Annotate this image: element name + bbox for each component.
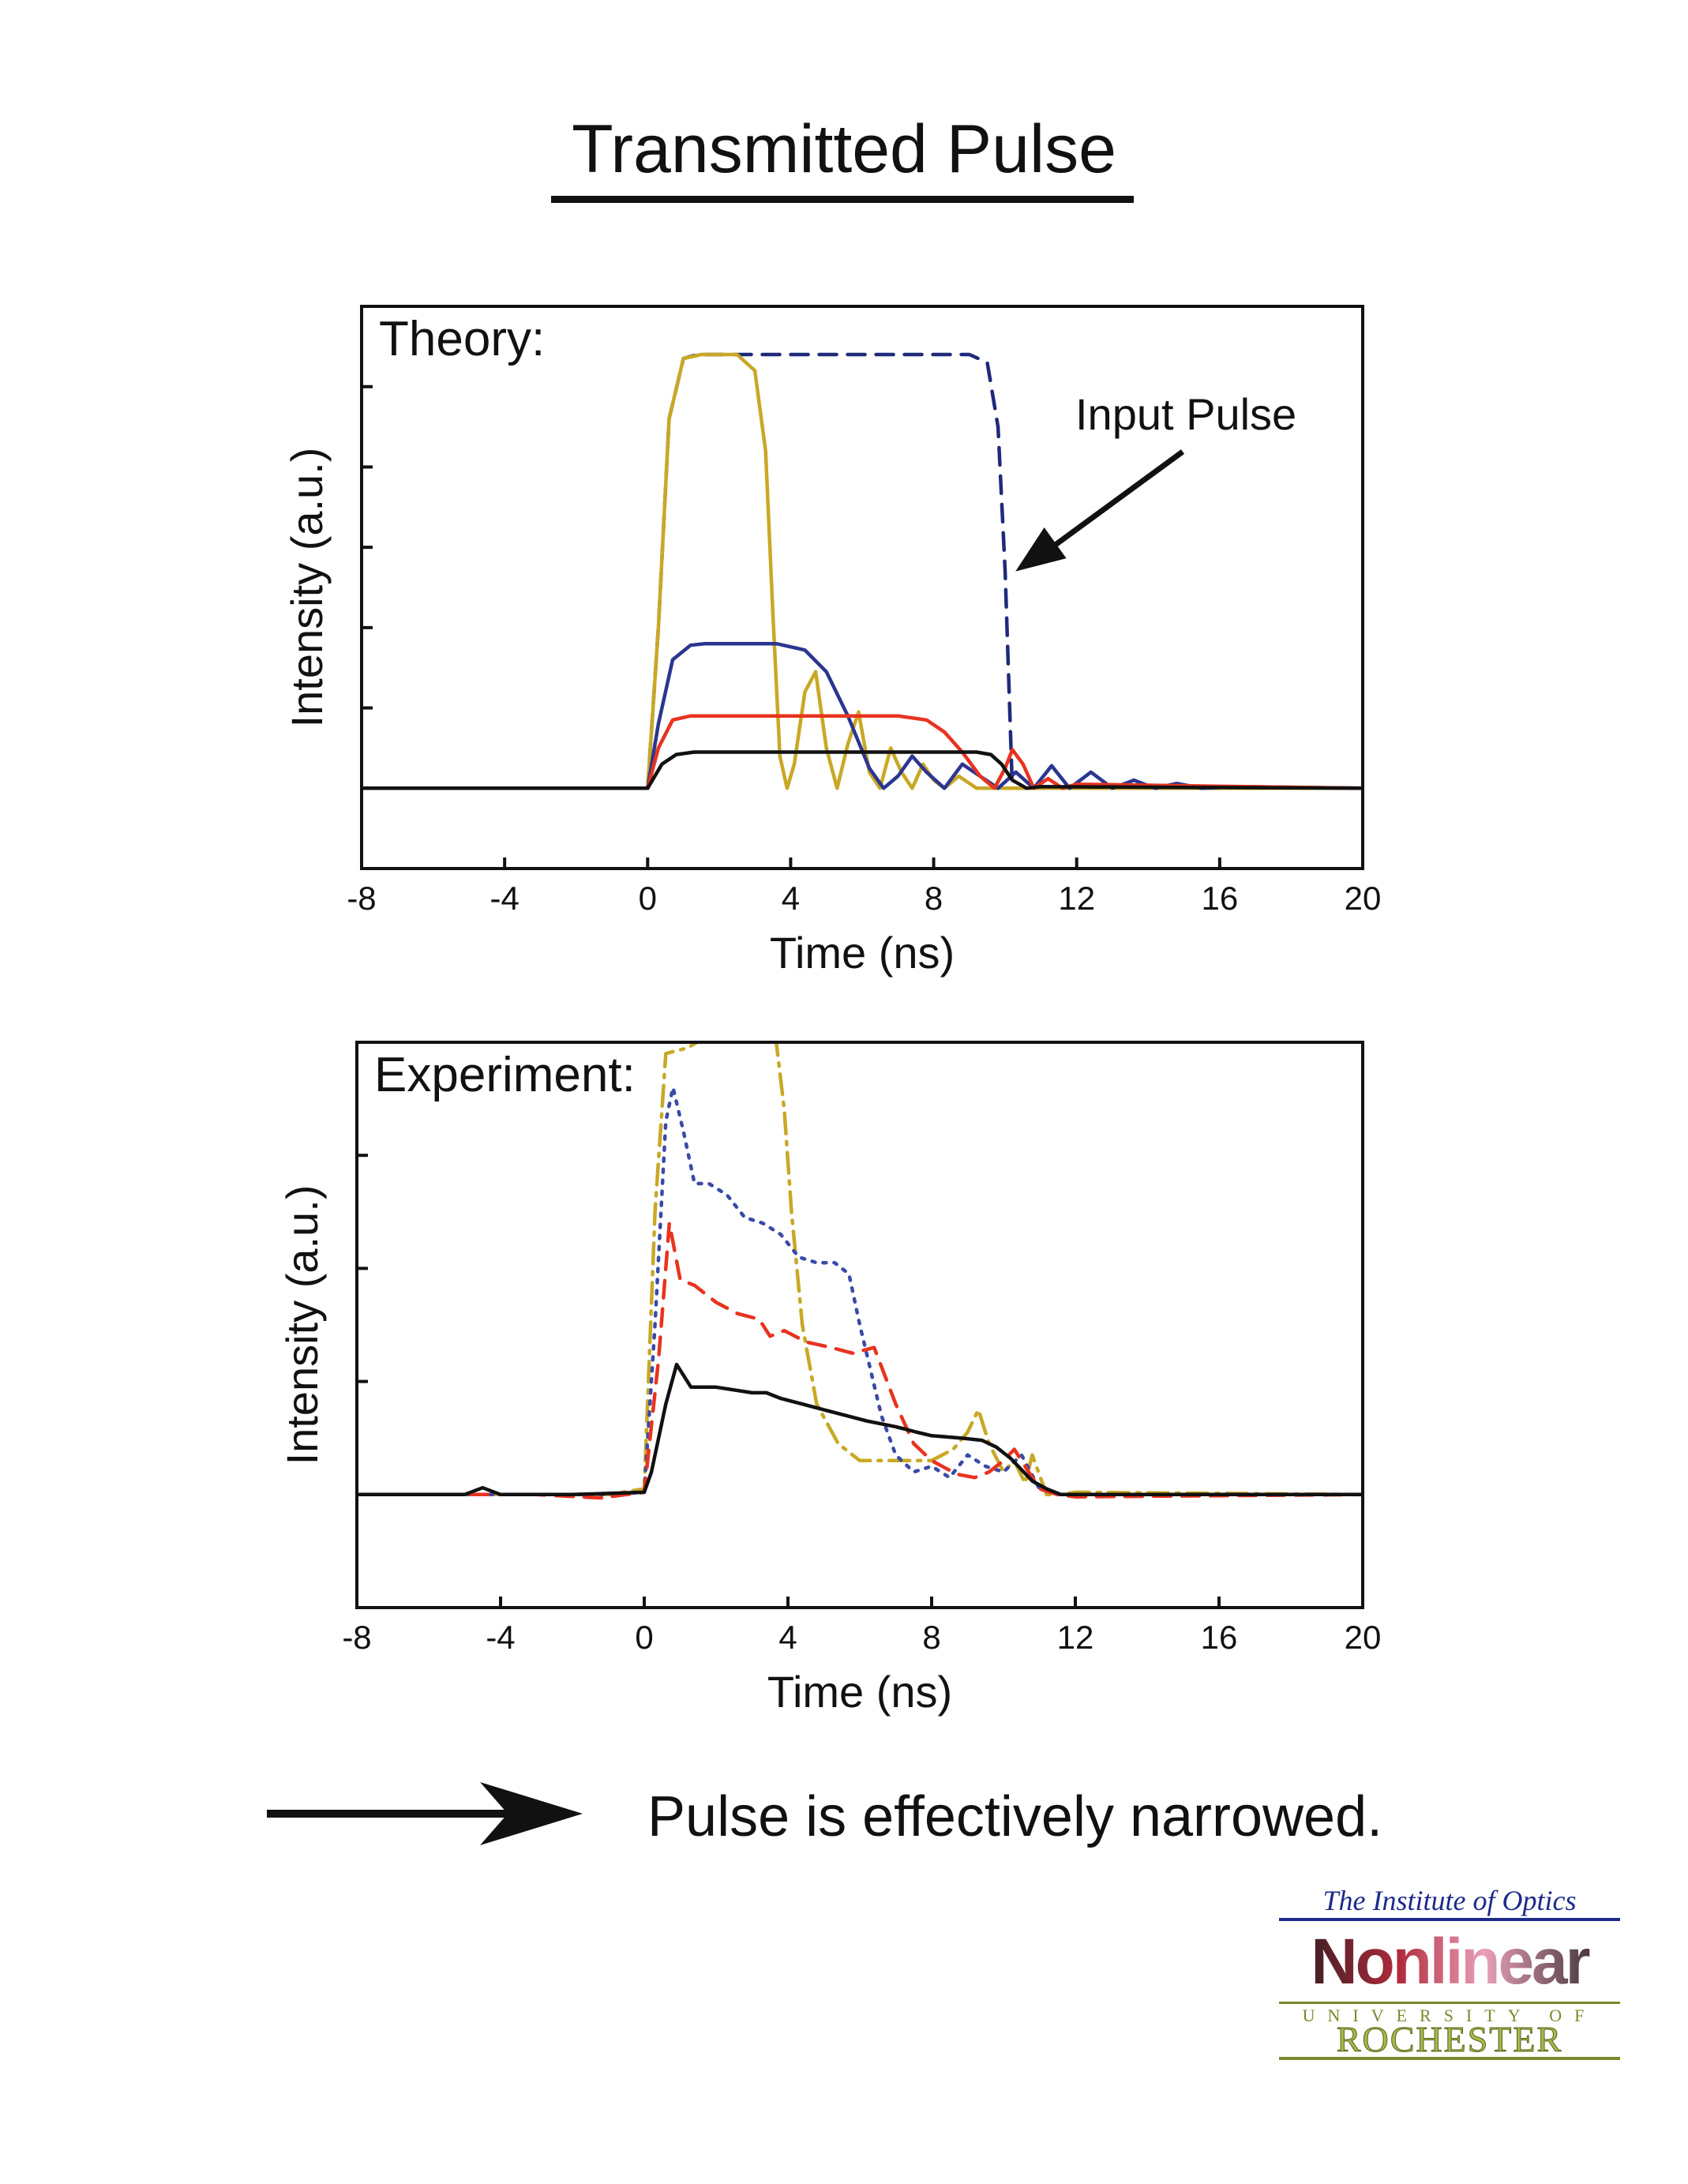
x-axis-label: Time (ns) bbox=[767, 1667, 952, 1717]
x-tick-label: 20 bbox=[1345, 880, 1382, 917]
series-line-3 bbox=[357, 1221, 1363, 1500]
y-axis-label: Intensity (a.u.) bbox=[277, 1185, 327, 1465]
x-tick-label: -4 bbox=[490, 880, 519, 917]
x-tick-label: 20 bbox=[1345, 1619, 1382, 1656]
arrow-head-icon bbox=[1015, 527, 1067, 572]
series-line-1 bbox=[357, 1042, 1363, 1497]
conclusion-text: Pulse is effectively narrowed. bbox=[647, 1785, 1383, 1848]
y-axis-label: Intensity (a.u.) bbox=[282, 448, 332, 728]
annotation-arrow-shaft bbox=[1045, 449, 1185, 554]
experiment-chart: -8 -4 0 4 8 12 16 20 Time (ns) Intensity (a.u.) Ex… bbox=[277, 1041, 1382, 1717]
institution-logo: The Institute of Optics Nonlinear Optics… bbox=[1279, 1883, 1620, 2073]
x-axis-label: Time (ns) bbox=[770, 928, 955, 978]
panel-title: Experiment: bbox=[374, 1048, 636, 1102]
panel-title: Theory: bbox=[379, 312, 545, 366]
x-tick-label: 12 bbox=[1057, 1619, 1094, 1656]
logo-main-text: Nonlinear Optics bbox=[1279, 1924, 1620, 2073]
plot-frame bbox=[360, 305, 1364, 870]
logo-institute-text: The Institute of Optics bbox=[1279, 1883, 1620, 1921]
x-tick-label: 0 bbox=[635, 1619, 653, 1656]
x-tick-label: 8 bbox=[925, 880, 943, 917]
title-underline bbox=[551, 196, 1134, 203]
plot-area bbox=[362, 352, 1363, 790]
series-line-2 bbox=[357, 1086, 1363, 1497]
arrow-right-icon bbox=[267, 1782, 583, 1845]
series-line-3 bbox=[362, 641, 1363, 790]
x-tick-label: 16 bbox=[1201, 880, 1238, 917]
logo-rochester-text: ROCHESTER bbox=[1279, 2021, 1620, 2060]
logo-university-text: UNIVERSITY OF bbox=[1279, 2002, 1620, 2028]
x-tick-label: 16 bbox=[1201, 1619, 1238, 1656]
page-title: Transmitted Pulse bbox=[572, 111, 1116, 187]
series-line-2 bbox=[362, 352, 1363, 790]
series-line-1 bbox=[617, 352, 1363, 790]
plot-frame bbox=[355, 1041, 1364, 1609]
plot-area bbox=[357, 1042, 1363, 1500]
x-tick-label: 8 bbox=[922, 1619, 940, 1656]
x-tick-label: 0 bbox=[639, 880, 657, 917]
x-tick-label: 4 bbox=[778, 1619, 797, 1656]
series-line-4 bbox=[357, 1362, 1363, 1497]
x-tick-label: 4 bbox=[782, 880, 800, 917]
theory-chart: -8 -4 0 4 8 12 16 20 Time (ns) Intensity (a.u.) Th… bbox=[282, 305, 1382, 978]
series-line-5 bbox=[362, 750, 1363, 790]
series-line-4 bbox=[362, 714, 1363, 790]
x-tick-label: -4 bbox=[486, 1619, 515, 1656]
x-tick-label: -8 bbox=[347, 880, 376, 917]
x-tick-label: -8 bbox=[342, 1619, 371, 1656]
annotation-label: Input Pulse bbox=[1075, 389, 1296, 439]
x-tick-label: 12 bbox=[1058, 880, 1095, 917]
